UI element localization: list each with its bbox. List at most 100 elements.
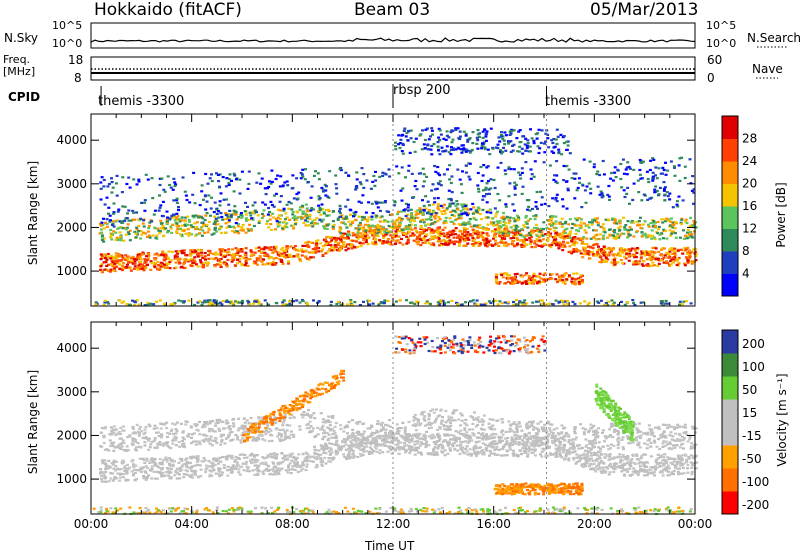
power-data-cell: [570, 277, 574, 280]
power-data-cell: [432, 143, 436, 146]
power-data-cell: [470, 148, 474, 152]
power-data-cell: [595, 173, 599, 176]
power-data-cell: [448, 178, 452, 181]
power-data-cell: [427, 242, 431, 245]
power-data-cell: [427, 209, 431, 212]
power-data-cell: [394, 224, 398, 227]
power-data-cell: [613, 231, 617, 234]
power-data-cell: [373, 184, 377, 187]
power-data-cell: [427, 228, 431, 231]
power-data-cell: [561, 249, 565, 252]
power-data-cell: [240, 299, 244, 302]
power-data-cell: [248, 223, 252, 226]
power-data-cell: [232, 225, 236, 228]
power-data-cell: [160, 177, 164, 180]
velocity-data-cell: [303, 457, 307, 460]
power-data-cell: [658, 233, 662, 236]
power-data-cell: [439, 184, 443, 187]
power-data-cell: [655, 177, 659, 180]
power-data-cell: [410, 301, 414, 304]
power-data-cell: [468, 162, 472, 165]
velocity-data-cell: [665, 462, 668, 465]
velocity-data-cell: [481, 449, 485, 452]
power-data-cell: [562, 240, 565, 243]
power-data-cell: [442, 303, 446, 306]
velocity-data-cell: [261, 456, 265, 459]
power-data-cell: [130, 261, 134, 264]
power-data-cell: [445, 130, 449, 133]
velocity-data-cell: [671, 462, 674, 466]
power-data-cell: [176, 215, 180, 218]
power-data-cell: [647, 233, 651, 237]
power-data-cell: [631, 254, 635, 257]
power-data-cell: [398, 221, 402, 224]
power-data-cell: [437, 216, 441, 219]
power-data-cell: [529, 230, 533, 234]
velocity-data-cell: [100, 480, 104, 483]
power-data-cell: [643, 232, 647, 235]
power-data-cell: [203, 231, 207, 234]
power-data-cell: [285, 203, 289, 206]
power-data-cell: [446, 239, 450, 243]
power-data-cell: [107, 206, 111, 209]
velocity-data-cell: [540, 450, 544, 453]
power-data-cell: [571, 300, 575, 303]
power-data-cell: [690, 262, 694, 265]
power-data-cell: [147, 234, 151, 237]
power-data-cell: [433, 217, 437, 220]
power-data-cell: [126, 231, 130, 234]
velocity-data-cell: [690, 473, 694, 476]
power-data-cell: [178, 220, 182, 223]
power-data-cell: [526, 226, 530, 229]
power-data-cell: [652, 236, 656, 239]
power-data-cell: [285, 180, 289, 183]
power-data-cell: [508, 182, 512, 185]
power-data-cell: [153, 266, 157, 269]
power-data-cell: [160, 222, 163, 225]
power-data-cell: [651, 179, 655, 182]
power-data-cell: [346, 237, 350, 240]
power-data-cell: [325, 214, 329, 217]
velocity-data-cell: [144, 465, 148, 468]
velocity-data-cell: [430, 437, 434, 440]
power-data-cell: [650, 229, 654, 232]
power-data-cell: [683, 246, 687, 250]
power-data-cell: [602, 260, 606, 263]
power-data-cell: [266, 220, 269, 223]
power-data-cell: [632, 235, 636, 238]
power-data-cell: [622, 249, 626, 252]
power-data-cell: [661, 247, 665, 250]
power-data-cell: [174, 266, 178, 269]
power-data-cell: [208, 251, 212, 254]
power-data-cell: [543, 272, 547, 275]
power-data-cell: [623, 255, 626, 258]
power-data-cell: [182, 249, 186, 252]
power-data-cell: [542, 274, 546, 277]
power-data-cell: [562, 274, 566, 277]
power-data-cell: [610, 250, 613, 253]
power-data-cell: [111, 257, 115, 261]
power-data-cell: [587, 301, 591, 304]
power-data-cell: [142, 266, 146, 269]
power-data-cell: [334, 245, 338, 248]
power-data-cell: [450, 191, 454, 194]
power-data-cell: [501, 276, 505, 279]
power-data-cell: [99, 187, 103, 190]
power-data-cell: [114, 259, 118, 262]
power-data-cell: [186, 223, 190, 226]
power-data-cell: [573, 241, 576, 244]
power-data-cell: [244, 231, 248, 234]
power-data-cell: [298, 206, 302, 209]
power-data-cell: [537, 128, 541, 131]
power-data-cell: [567, 250, 571, 254]
power-data-cell: [413, 302, 417, 305]
power-data-cell: [214, 301, 217, 304]
velocity-data-cell: [151, 458, 155, 461]
power-data-cell: [315, 245, 319, 248]
power-data-cell: [140, 201, 144, 204]
power-data-cell: [629, 249, 633, 252]
power-data-cell: [589, 187, 593, 190]
power-data-cell: [615, 222, 619, 225]
power-data-cell: [407, 227, 411, 230]
power-data-cell: [629, 221, 633, 224]
